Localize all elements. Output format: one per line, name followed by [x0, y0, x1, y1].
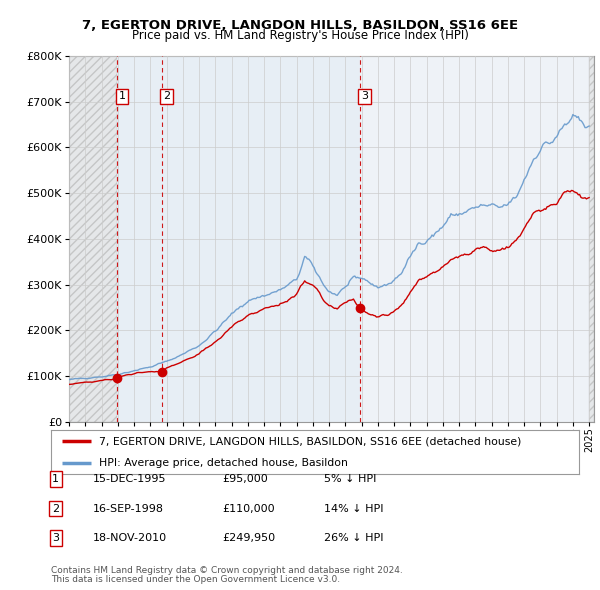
Text: 15-DEC-1995: 15-DEC-1995 — [93, 474, 167, 484]
Text: £249,950: £249,950 — [222, 533, 275, 543]
Text: 3: 3 — [361, 91, 368, 101]
Text: Price paid vs. HM Land Registry's House Price Index (HPI): Price paid vs. HM Land Registry's House … — [131, 30, 469, 42]
Text: 18-NOV-2010: 18-NOV-2010 — [93, 533, 167, 543]
Text: 26% ↓ HPI: 26% ↓ HPI — [324, 533, 383, 543]
Text: 1: 1 — [52, 474, 59, 484]
Text: £95,000: £95,000 — [222, 474, 268, 484]
Text: 14% ↓ HPI: 14% ↓ HPI — [324, 504, 383, 513]
Text: Contains HM Land Registry data © Crown copyright and database right 2024.: Contains HM Land Registry data © Crown c… — [51, 566, 403, 575]
Text: 7, EGERTON DRIVE, LANGDON HILLS, BASILDON, SS16 6EE: 7, EGERTON DRIVE, LANGDON HILLS, BASILDO… — [82, 19, 518, 32]
Text: 1: 1 — [118, 91, 125, 101]
Text: 2: 2 — [52, 504, 59, 513]
Text: 3: 3 — [52, 533, 59, 543]
Text: HPI: Average price, detached house, Basildon: HPI: Average price, detached house, Basi… — [98, 458, 347, 468]
Bar — [589, 56, 594, 422]
Text: 16-SEP-1998: 16-SEP-1998 — [93, 504, 164, 513]
Text: This data is licensed under the Open Government Licence v3.0.: This data is licensed under the Open Gov… — [51, 575, 340, 584]
Text: 7, EGERTON DRIVE, LANGDON HILLS, BASILDON, SS16 6EE (detached house): 7, EGERTON DRIVE, LANGDON HILLS, BASILDO… — [98, 437, 521, 447]
Text: 5% ↓ HPI: 5% ↓ HPI — [324, 474, 376, 484]
Text: £110,000: £110,000 — [222, 504, 275, 513]
Text: 2: 2 — [163, 91, 170, 101]
Bar — [69, 56, 117, 422]
Bar — [117, 56, 359, 422]
